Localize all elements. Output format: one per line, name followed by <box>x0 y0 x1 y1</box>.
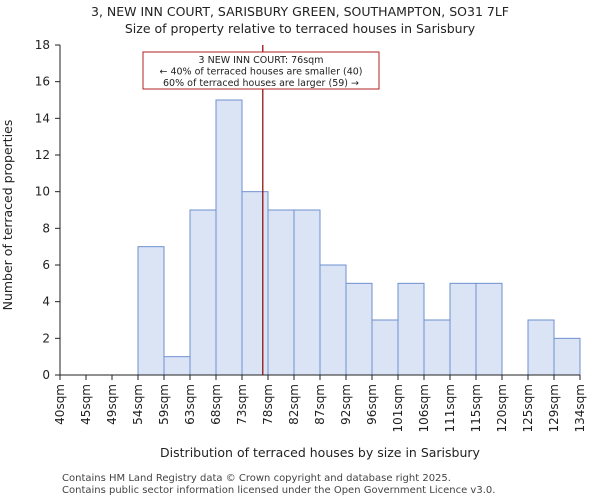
chart-title: 3, NEW INN COURT, SARISBURY GREEN, SOUTH… <box>91 4 509 19</box>
x-tick-label: 120sqm <box>495 384 509 432</box>
y-axis-ticks: 0 2 4 6 8 10 12 14 16 18 <box>35 38 60 382</box>
bar-96sqm <box>371 319 399 376</box>
bar-101sqm <box>397 282 425 376</box>
x-tick-label: 78sqm <box>261 384 275 425</box>
x-tick-label: 111sqm <box>443 384 457 432</box>
x-tick-label: 45sqm <box>79 384 93 425</box>
bar-92sqm <box>345 282 373 376</box>
bar-68sqm <box>215 99 243 376</box>
y-tick-label: 0 <box>42 368 50 382</box>
bar-78sqm <box>267 209 295 376</box>
bar-82sqm <box>293 209 321 376</box>
y-tick-label: 10 <box>35 185 50 199</box>
bars-group <box>137 99 581 376</box>
x-tick-label: 129sqm <box>547 384 561 432</box>
y-tick-label: 18 <box>35 38 50 52</box>
y-axis-label: Number of terraced properties <box>0 120 15 311</box>
x-tick-label: 101sqm <box>391 384 405 432</box>
y-tick-label: 12 <box>35 148 50 162</box>
bar-59sqm <box>163 356 191 376</box>
bar-111sqm <box>449 282 477 376</box>
x-axis-ticks: 40sqm 45sqm 49sqm 54sqm 59sqm 63sqm 68sqm 73sqm… <box>53 375 587 432</box>
x-tick-label: 49sqm <box>105 384 119 425</box>
bar-125sqm <box>527 319 555 376</box>
bar-129sqm <box>553 337 581 376</box>
x-tick-label: 68sqm <box>209 384 223 425</box>
bar-87sqm <box>319 264 347 376</box>
y-tick-label: 6 <box>42 258 50 272</box>
x-tick-label: 92sqm <box>339 384 353 425</box>
bar-73sqm <box>241 191 269 376</box>
x-tick-label: 59sqm <box>157 384 171 425</box>
x-tick-label: 63sqm <box>183 384 197 425</box>
footer-copyright: Contains HM Land Registry data © Crown c… <box>62 473 451 484</box>
y-tick-label: 16 <box>35 75 50 89</box>
annotation-box: 3 NEW INN COURT: 76sqm← 40% of terraced … <box>142 51 380 90</box>
y-tick-label: 8 <box>42 221 50 235</box>
x-tick-label: 73sqm <box>235 384 249 425</box>
bar-54sqm <box>137 246 165 376</box>
bar-106sqm <box>423 319 451 376</box>
bar-63sqm <box>189 209 217 376</box>
x-tick-label: 115sqm <box>469 384 483 432</box>
x-tick-label: 87sqm <box>313 384 327 425</box>
x-axis-label: Distribution of terraced houses by size … <box>160 445 480 460</box>
x-tick-label: 106sqm <box>417 384 431 432</box>
chart-subtitle: Size of property relative to terraced ho… <box>124 21 476 36</box>
x-tick-label: 82sqm <box>287 384 301 425</box>
annotation-frame <box>142 51 380 90</box>
bar-115sqm <box>475 282 503 376</box>
y-tick-label: 14 <box>35 111 50 125</box>
x-tick-label: 54sqm <box>131 384 145 425</box>
x-tick-label: 125sqm <box>521 384 535 432</box>
y-tick-label: 2 <box>42 331 50 345</box>
annotation-line-2: ← 40% of terraced houses are smaller (40… <box>159 67 362 78</box>
x-tick-label: 134sqm <box>573 384 587 432</box>
footer-licence: Contains public sector information licen… <box>62 485 496 496</box>
x-tick-label: 96sqm <box>365 384 379 425</box>
annotation-line-1: 3 NEW INN COURT: 76sqm <box>199 55 324 66</box>
y-tick-label: 4 <box>42 295 50 309</box>
annotation-line-3: 60% of terraced houses are larger (59) → <box>163 78 359 89</box>
x-tick-label: 40sqm <box>53 384 67 425</box>
